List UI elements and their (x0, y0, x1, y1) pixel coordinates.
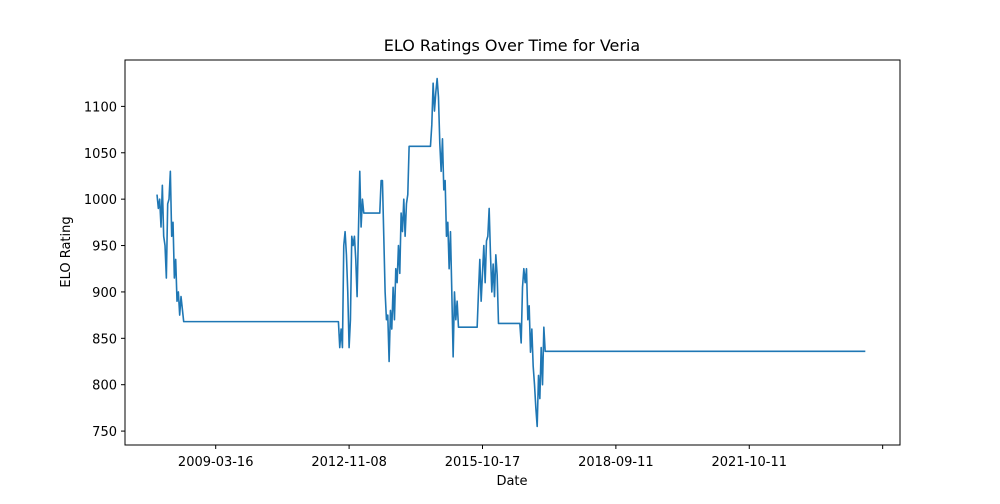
y-tick-label: 750 (92, 425, 117, 440)
y-tick-label: 800 (92, 379, 117, 394)
plot-frame (124, 59, 901, 446)
y-tick-label: 1100 (84, 100, 117, 115)
x-tick-label: 2009-03-16 (178, 455, 254, 470)
y-tick-label: 850 (92, 332, 117, 347)
y-axis-label: ELO Rating (59, 216, 74, 287)
x-tick-label: 2021-10-11 (711, 455, 787, 470)
data-line (156, 77, 866, 428)
y-tick-label: 950 (92, 240, 117, 255)
x-tick-label: 2018-09-11 (578, 455, 654, 470)
x-tick-label: 2012-11-08 (311, 455, 387, 470)
x-tick-label: 2015-10-17 (445, 455, 521, 470)
y-tick-label: 1000 (84, 193, 117, 208)
y-tick-label: 900 (92, 286, 117, 301)
chart-title: ELO Ratings Over Time for Veria (384, 36, 640, 55)
y-tick-label: 1050 (84, 147, 117, 162)
x-axis-label: Date (496, 474, 527, 489)
